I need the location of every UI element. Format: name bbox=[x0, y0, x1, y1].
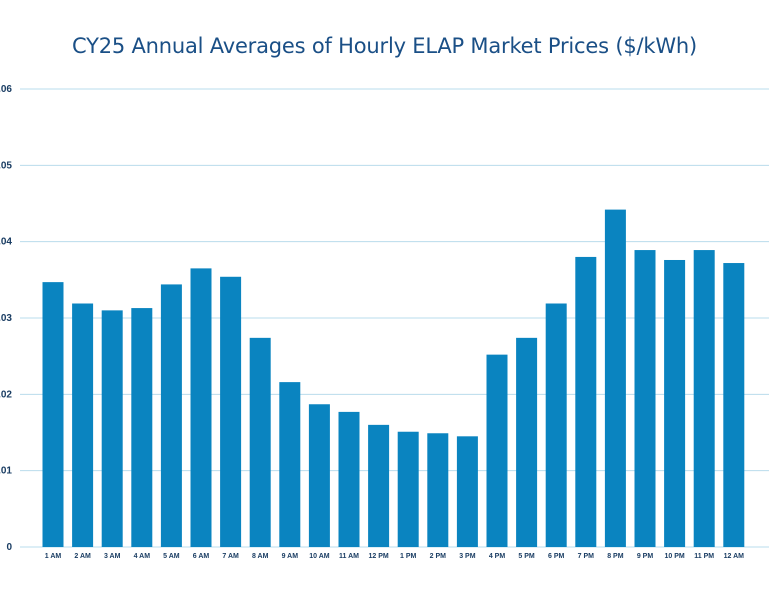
bar bbox=[456, 436, 478, 547]
bars bbox=[42, 209, 745, 547]
bar bbox=[338, 411, 360, 547]
bar bbox=[427, 433, 449, 547]
x-tick-label: 7 AM bbox=[222, 553, 239, 560]
x-tick-label: 7 PM bbox=[578, 553, 595, 560]
chart-title: CY25 Annual Averages of Hourly ELAP Mark… bbox=[72, 34, 697, 58]
bar bbox=[634, 250, 656, 547]
x-tick-label: 9 AM bbox=[282, 553, 299, 560]
bar bbox=[101, 310, 123, 547]
y-tick-label: .05 bbox=[0, 160, 12, 171]
x-tick-label: 3 PM bbox=[459, 553, 476, 560]
x-tick-label: 2 AM bbox=[74, 553, 91, 560]
bar bbox=[664, 259, 686, 547]
y-tick-label: 0 bbox=[6, 542, 12, 553]
bar bbox=[160, 284, 182, 547]
x-tick-label: 11 AM bbox=[339, 553, 359, 560]
y-tick-label: .06 bbox=[0, 84, 12, 95]
x-tick-label: 4 PM bbox=[489, 553, 506, 560]
x-tick-label: 1 PM bbox=[400, 553, 417, 560]
bar bbox=[308, 404, 330, 547]
x-tick-label: 2 PM bbox=[430, 553, 447, 560]
bar bbox=[397, 431, 419, 547]
y-tick-label: .02 bbox=[0, 389, 12, 400]
bar bbox=[279, 382, 301, 547]
bar bbox=[368, 424, 390, 547]
x-tick-label: 6 AM bbox=[193, 553, 210, 560]
y-tick-label: .01 bbox=[0, 466, 12, 477]
x-tick-label: 10 AM bbox=[309, 553, 330, 560]
x-tick-label: 5 PM bbox=[518, 553, 535, 560]
x-tick-label: 5 AM bbox=[163, 553, 180, 560]
x-tick-label: 6 PM bbox=[548, 553, 565, 560]
x-tick-label: 12 PM bbox=[368, 553, 388, 560]
bar bbox=[220, 276, 242, 547]
x-axis-ticks: 1 AM 2 AM 3 AM 4 AM 5 AM 6 AM 7 AM 8 AM 9 AM 10 A… bbox=[45, 553, 744, 560]
bar bbox=[516, 337, 538, 547]
y-axis-ticks: 0 .01 .02 .03 .04 .05 .06 bbox=[0, 84, 12, 553]
bar bbox=[604, 209, 626, 547]
bar bbox=[545, 303, 567, 547]
bar bbox=[693, 250, 715, 547]
bar bbox=[190, 268, 212, 547]
bar bbox=[249, 337, 271, 547]
x-tick-label: 8 PM bbox=[607, 553, 624, 560]
x-tick-label: 9 PM bbox=[637, 553, 654, 560]
x-tick-label: 3 AM bbox=[104, 553, 121, 560]
bar bbox=[72, 303, 94, 547]
x-tick-label: 1 AM bbox=[45, 553, 62, 560]
bar bbox=[575, 256, 597, 547]
bar bbox=[131, 308, 153, 547]
bar bbox=[486, 354, 508, 547]
x-tick-label: 10 PM bbox=[664, 553, 684, 560]
bar bbox=[42, 282, 64, 547]
x-tick-label: 8 AM bbox=[252, 553, 269, 560]
y-tick-label: .03 bbox=[0, 313, 12, 324]
bar bbox=[723, 263, 745, 547]
y-tick-label: .04 bbox=[0, 237, 12, 248]
x-tick-label: 12 AM bbox=[724, 553, 745, 560]
x-tick-label: 11 PM bbox=[694, 553, 714, 560]
x-tick-label: 4 AM bbox=[134, 553, 151, 560]
